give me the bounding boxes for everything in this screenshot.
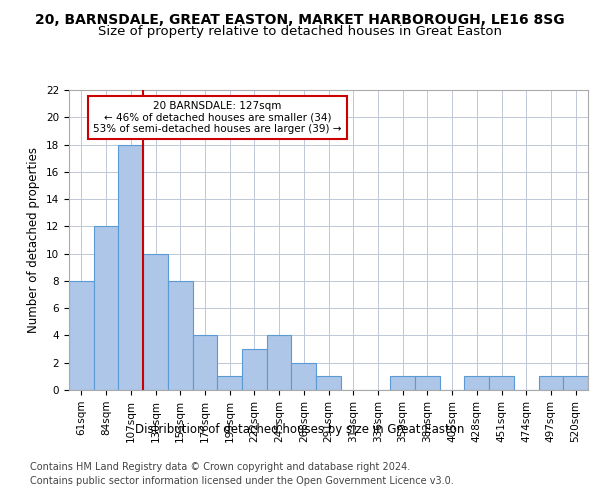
Text: Size of property relative to detached houses in Great Easton: Size of property relative to detached ho… — [98, 25, 502, 38]
Bar — [267, 336, 292, 390]
Text: Contains public sector information licensed under the Open Government Licence v3: Contains public sector information licen… — [30, 476, 454, 486]
Bar — [316, 376, 341, 390]
Bar — [489, 376, 514, 390]
Bar — [143, 254, 168, 390]
Bar — [168, 281, 193, 390]
Bar — [415, 376, 440, 390]
Bar — [563, 376, 588, 390]
Bar — [217, 376, 242, 390]
Bar — [464, 376, 489, 390]
Bar — [292, 362, 316, 390]
Text: Contains HM Land Registry data © Crown copyright and database right 2024.: Contains HM Land Registry data © Crown c… — [30, 462, 410, 472]
Bar — [94, 226, 118, 390]
Bar — [539, 376, 563, 390]
Text: 20 BARNSDALE: 127sqm
← 46% of detached houses are smaller (34)
53% of semi-detac: 20 BARNSDALE: 127sqm ← 46% of detached h… — [93, 101, 341, 134]
Bar — [118, 144, 143, 390]
Text: Distribution of detached houses by size in Great Easton: Distribution of detached houses by size … — [136, 422, 464, 436]
Bar — [390, 376, 415, 390]
Y-axis label: Number of detached properties: Number of detached properties — [28, 147, 40, 333]
Bar — [242, 349, 267, 390]
Bar — [193, 336, 217, 390]
Bar — [69, 281, 94, 390]
Text: 20, BARNSDALE, GREAT EASTON, MARKET HARBOROUGH, LE16 8SG: 20, BARNSDALE, GREAT EASTON, MARKET HARB… — [35, 12, 565, 26]
